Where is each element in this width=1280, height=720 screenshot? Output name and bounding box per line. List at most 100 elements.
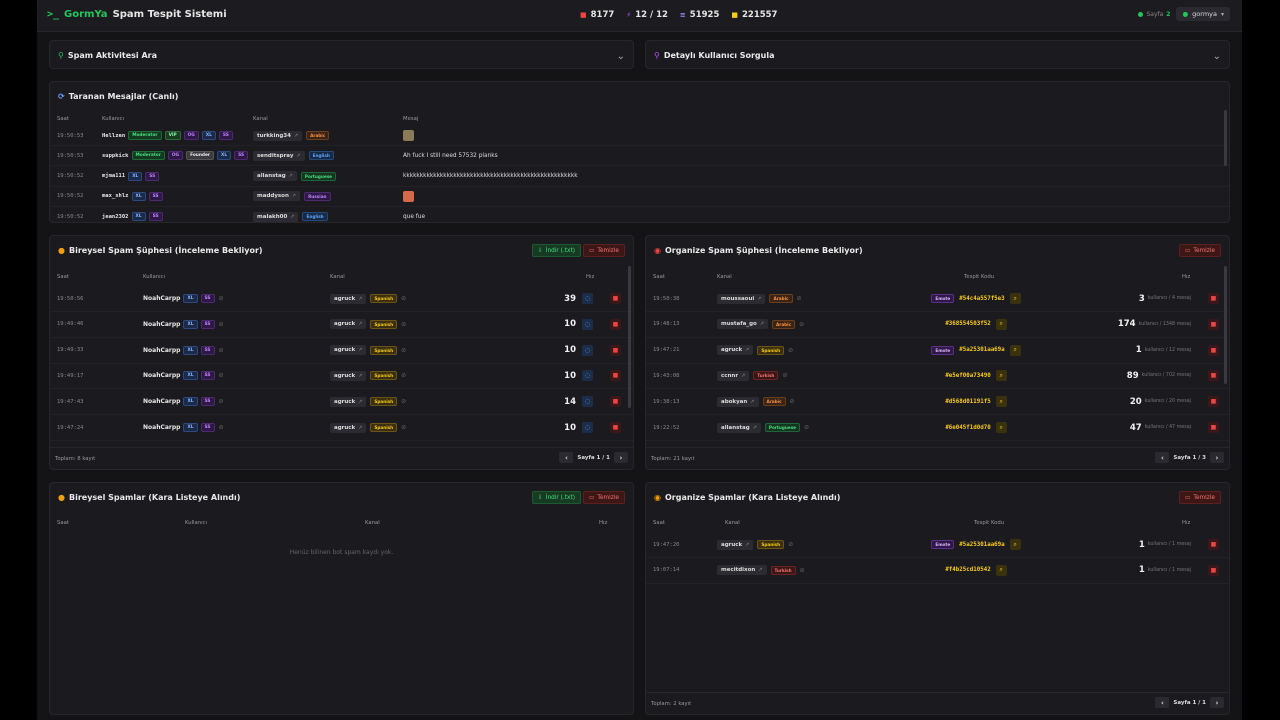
external-link-icon[interactable]: ↗ [750, 398, 755, 405]
chat-icon[interactable]: ◌ [582, 422, 593, 433]
username[interactable]: max_shlz [102, 193, 129, 200]
username[interactable]: NoahCarpp [143, 320, 181, 328]
ban-icon[interactable]: ⊘ [218, 398, 224, 406]
external-link-icon[interactable]: ↗ [290, 213, 295, 220]
ban-icon[interactable]: ⊘ [401, 398, 407, 406]
trash-icon[interactable]: ■ [1208, 396, 1219, 408]
channel-chip[interactable]: agruck ↗ [330, 370, 367, 381]
ban-icon[interactable]: ⊘ [401, 320, 407, 328]
organized-suspects-rows[interactable]: 19:50:38 moussaoui ↗ Arabic ⊘ Emote #54c4a557f… [646, 286, 1229, 444]
ban-icon[interactable]: ⊘ [401, 295, 407, 302]
external-link-icon[interactable]: ↗ [745, 541, 750, 548]
organized-row[interactable]: 19:38:13 abokyan ↗ Arabic ⊘ #d568d01191f5 ⌕ 20 k… [646, 389, 1229, 416]
channel-chip[interactable]: maddyson ↗ [253, 191, 301, 202]
trash-icon[interactable]: ■ [1208, 293, 1219, 304]
external-link-icon[interactable]: ↗ [358, 321, 363, 328]
external-link-icon[interactable]: ↗ [741, 372, 746, 379]
channel-chip[interactable]: agruck ↗ [330, 293, 367, 304]
ban-icon[interactable]: ⊘ [799, 320, 805, 328]
organized-row[interactable]: 19:07:14 mecitdixon ↗ Turkish ⊘ #f4b25cd10542… [646, 558, 1229, 584]
search-icon[interactable]: ⌕ [995, 318, 1007, 330]
trash-icon[interactable]: ■ [1208, 318, 1219, 330]
username[interactable]: jean2302 [102, 213, 129, 220]
channel-chip[interactable]: mustafa_go ↗ [717, 319, 769, 330]
external-link-icon[interactable]: ↗ [358, 347, 363, 354]
external-link-icon[interactable]: ↗ [758, 567, 763, 574]
username[interactable]: NoahCarpp [143, 372, 181, 380]
external-link-icon[interactable]: ↗ [291, 193, 297, 200]
search-icon[interactable]: ⌕ [1009, 293, 1021, 304]
clear-button[interactable]: ▭ Temizle [1178, 244, 1221, 257]
ban-icon[interactable]: ⊘ [218, 372, 224, 380]
username[interactable]: mjma111 [102, 173, 126, 180]
external-link-icon[interactable]: ↗ [293, 132, 299, 139]
organized-row[interactable]: 19:22:52 allanstag ↗ Portuguese ⊘ #6e045f1d0d… [646, 415, 1229, 441]
chevron-down-icon[interactable]: ⌄ [1212, 51, 1221, 62]
trash-icon[interactable]: ■ [1208, 539, 1219, 550]
scrollbar[interactable] [628, 266, 631, 408]
channel-chip[interactable]: agruck ↗ [330, 345, 367, 356]
username[interactable]: NoahCarpp [143, 398, 181, 406]
chat-icon[interactable]: ◌ [582, 344, 593, 356]
trash-icon[interactable]: ■ [610, 293, 621, 304]
live-rows[interactable]: 19:50:53 Hellzen Moderator VIP OG XL SS turkkin… [50, 126, 1229, 222]
channel-chip[interactable]: malakh00 ↗ [253, 211, 299, 222]
external-link-icon[interactable]: ↗ [296, 152, 301, 159]
organized-row[interactable]: 19:48:13 mustafa_go ↗ Arabic ⊘ #368554503f52 ⌕… [646, 312, 1229, 338]
ban-icon[interactable]: ⊘ [218, 346, 224, 354]
chat-icon[interactable]: ◌ [582, 293, 593, 304]
individual-suspects-rows[interactable]: 19:50:56 NoahCarpp XL SS ⊘ agruck ↗ Spanish ⊘ 39 ◌… [50, 286, 633, 444]
next-page-button[interactable]: › [614, 452, 628, 463]
search-icon[interactable]: ⌕ [995, 396, 1007, 408]
trash-icon[interactable]: ■ [1208, 422, 1219, 433]
trash-icon[interactable]: ■ [1208, 564, 1219, 576]
prev-page-button[interactable]: ‹ [559, 452, 574, 463]
ban-icon[interactable]: ⊘ [799, 566, 805, 574]
ban-icon[interactable]: ⊘ [401, 424, 407, 431]
ban-icon[interactable]: ⊘ [788, 346, 794, 354]
ban-icon[interactable]: ⊘ [218, 424, 224, 431]
organized-row[interactable]: 19:47:20 agruck ↗ Spanish ⊘ Emote #5a25301aa69… [646, 532, 1229, 558]
chevron-down-icon[interactable]: ⌄ [616, 51, 625, 62]
download-button[interactable]: ⇩ İndir (.txt) [531, 491, 581, 504]
channel-chip[interactable]: allanstag ↗ [717, 422, 761, 433]
channel-chip[interactable]: agruck ↗ [330, 396, 367, 407]
channel-chip[interactable]: allanstag ↗ [253, 171, 297, 182]
search-icon[interactable]: ⌕ [995, 370, 1007, 382]
channel-chip[interactable]: turkking34 ↗ [253, 130, 303, 141]
channel-chip[interactable]: mecitdixon ↗ [717, 565, 767, 576]
external-link-icon[interactable]: ↗ [358, 398, 363, 405]
trash-icon[interactable]: ■ [610, 396, 621, 408]
live-message-row[interactable]: 19:50:52 max_shlz XL SS maddyson ↗ Russian [50, 187, 1229, 207]
ban-icon[interactable]: ⊘ [788, 541, 794, 548]
chat-icon[interactable]: ◌ [582, 370, 593, 382]
username[interactable]: NoahCarpp [143, 346, 181, 354]
trash-icon[interactable]: ■ [610, 344, 621, 356]
user-menu-button[interactable]: ● gormya ▾ [1176, 7, 1230, 21]
organized-row[interactable]: 19:43:08 ccnnr ↗ Turkish ⊘ #e5ef00a73490 ⌕ 89 ku… [646, 363, 1229, 390]
suspect-row[interactable]: 19:47:43 NoahCarpp XL SS ⊘ agruck ↗ Spanish ⊘ 14 ◌… [50, 389, 633, 416]
external-link-icon[interactable]: ↗ [757, 295, 762, 302]
channel-chip[interactable]: senditspray ↗ [253, 150, 305, 161]
ban-icon[interactable]: ⊘ [218, 295, 224, 302]
username[interactable]: Hellzen [102, 132, 126, 139]
trash-icon[interactable]: ■ [610, 370, 621, 382]
chat-icon[interactable]: ◌ [582, 318, 593, 330]
ban-icon[interactable]: ⊘ [782, 372, 788, 380]
external-link-icon[interactable]: ↗ [752, 424, 757, 431]
username[interactable]: suppkick [102, 152, 129, 159]
live-message-row[interactable]: 19:50:52 mjma111 XL SS allanstag ↗ Portuguese k… [50, 167, 1229, 187]
search-icon[interactable]: ⌕ [995, 422, 1007, 433]
suspect-row[interactable]: 19:49:46 NoahCarpp XL SS ⊘ agruck ↗ Spanish ⊘ 10 ◌… [50, 312, 633, 338]
trash-icon[interactable]: ■ [610, 318, 621, 330]
download-button[interactable]: ⇩ İndir (.txt) [531, 244, 581, 257]
live-message-row[interactable]: 19:50:53 suppkick Moderator OG Founder XL SS se… [50, 146, 1229, 167]
external-link-icon[interactable]: ↗ [358, 424, 363, 431]
channel-chip[interactable]: moussaoui ↗ [717, 293, 766, 304]
channel-chip[interactable]: agruck ↗ [330, 319, 367, 330]
ban-icon[interactable]: ⊘ [401, 372, 407, 380]
suspect-row[interactable]: 19:49:33 NoahCarpp XL SS ⊘ agruck ↗ Spanish ⊘ 10 ◌… [50, 338, 633, 364]
organized-row[interactable]: 19:47:21 agruck ↗ Spanish ⊘ Emote #5a25301aa69… [646, 338, 1229, 364]
trash-icon[interactable]: ■ [1208, 370, 1219, 382]
prev-page-button[interactable]: ‹ [1155, 697, 1170, 708]
